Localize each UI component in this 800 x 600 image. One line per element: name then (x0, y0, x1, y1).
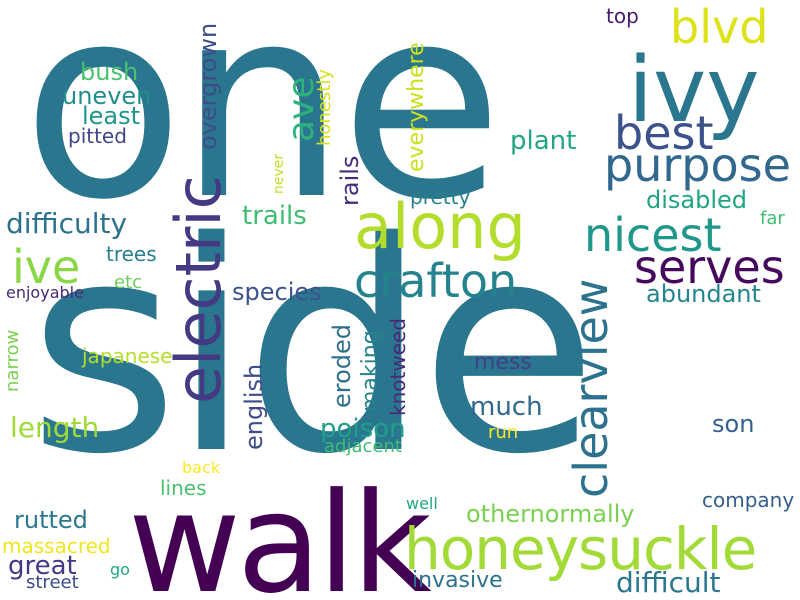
word-enjoyable: enjoyable (6, 283, 84, 302)
word-serves: serves (634, 240, 785, 294)
word-rails: rails (336, 155, 364, 206)
word-lines: lines (160, 476, 207, 500)
word-invasive: invasive (412, 568, 503, 593)
word-street: street (26, 572, 79, 593)
word-clearview: clearview (564, 278, 618, 498)
word-knotweed: knotweed (386, 318, 410, 416)
word-massacred: massacred (2, 534, 111, 558)
word-far: far (760, 208, 785, 229)
word-back: back (182, 458, 221, 477)
word-top: top (606, 4, 639, 28)
word-bush: bush (80, 58, 139, 86)
word-well: well (406, 494, 438, 513)
word-narrow: narrow (2, 329, 23, 392)
word-honeysuckle: honeysuckle (404, 515, 757, 583)
word-go: go (110, 560, 130, 579)
word-overgrown: overgrown (194, 22, 222, 150)
word-difficult: difficult (616, 566, 721, 599)
word-crafton: crafton (354, 254, 518, 308)
word-ive: ive (12, 240, 81, 294)
word-making: making (358, 330, 383, 412)
word-purpose: purpose (604, 138, 791, 192)
word-walk: walk (128, 463, 432, 600)
word-othernormally: othernormally (466, 500, 635, 528)
word-along: along (354, 190, 526, 263)
word-english: english (240, 363, 268, 450)
word-blvd: blvd (670, 0, 769, 54)
word-poison: poison (320, 414, 406, 444)
word-difficulty: difficulty (6, 207, 128, 240)
word-least: least (82, 102, 141, 130)
word-rutted: rutted (14, 506, 88, 534)
word-run: run (488, 422, 519, 443)
word-one: one (22, 0, 503, 258)
word-abundant: abundant (646, 280, 761, 308)
word-trails: trails (242, 201, 307, 231)
word-eroded: eroded (328, 323, 356, 408)
word-disabled: disabled (646, 186, 748, 214)
word-everywhere: everywhere (404, 42, 429, 172)
word-uneven: uneven (62, 82, 152, 110)
word-ivy: ivy (628, 38, 760, 143)
word-pitted: pitted (68, 124, 127, 148)
word-company: company (702, 488, 795, 512)
word-best: best (614, 106, 714, 160)
word-trees: trees (106, 242, 157, 266)
word-honestly: honestly (314, 69, 335, 146)
word-nicest: nicest (584, 208, 722, 262)
word-side: side (28, 181, 598, 518)
word-never: never (271, 153, 287, 194)
word-length: length (10, 411, 100, 444)
word-electric: electric (162, 175, 235, 404)
word-etc: etc (114, 272, 143, 293)
word-much: much (470, 392, 543, 422)
word-mess: mess (474, 350, 532, 375)
word-species: species (232, 278, 322, 306)
word-great: great (8, 551, 77, 581)
word-adjacent: adjacent (324, 436, 402, 457)
word-japanese: japanese (82, 344, 173, 368)
word-son: son (712, 410, 755, 438)
word-plant: plant (510, 126, 577, 156)
word-pretty: pretty (410, 185, 471, 209)
